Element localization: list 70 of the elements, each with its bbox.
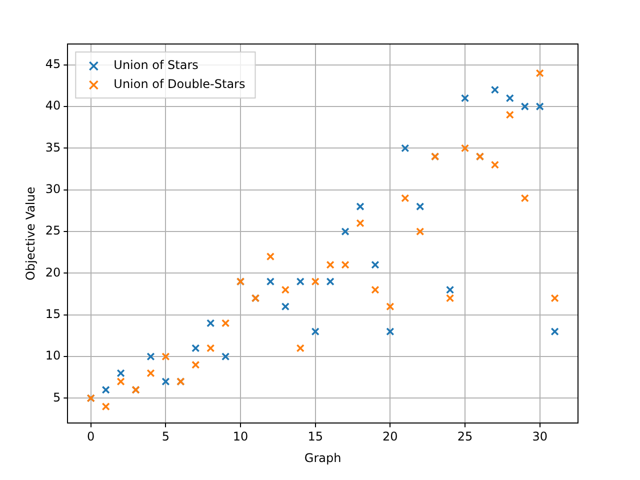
point [192,344,200,352]
point [356,219,364,228]
point [550,294,559,302]
x-tick-label: 30 [532,430,548,444]
point [446,286,454,294]
point [341,227,350,236]
point [460,94,470,102]
y-tick-label: 35 [45,140,61,154]
point [490,160,500,169]
point [416,202,424,211]
y-tick-label: 25 [45,224,61,238]
point [311,327,320,336]
legend-label: Union of Double-Stars [114,77,246,92]
point [266,252,275,261]
point [162,352,170,361]
point [206,344,215,352]
point [416,227,424,236]
y-tick-label: 10 [45,348,61,363]
point [311,277,320,286]
point [146,369,155,378]
point [102,402,110,411]
point [371,260,380,269]
point [192,360,200,369]
x-tick-label: 25 [457,430,473,444]
point [536,102,544,111]
y-tick-label: 40 [45,98,61,113]
point [550,327,559,336]
point [341,260,350,269]
point [116,369,125,378]
point [520,102,529,111]
y-tick-label: 30 [45,182,61,196]
y-axis-title: Objective Value [23,186,38,280]
point [102,386,110,394]
point [221,319,230,328]
point [536,69,544,78]
point [490,86,500,94]
x-axis-title: Graph [304,450,342,465]
point [116,377,125,386]
x-tick-label: 10 [232,430,248,444]
point [326,277,334,286]
point [401,194,410,202]
point [386,327,394,336]
y-tick-label: 45 [45,56,61,71]
point [146,352,155,361]
y-tick-label: 20 [45,265,61,280]
point [460,144,470,152]
point [296,344,304,352]
point [296,277,304,286]
point [506,94,514,102]
point [221,352,230,361]
x-tick-label: 15 [308,430,323,444]
point [520,194,529,202]
point [401,144,410,152]
point [386,302,394,311]
point [162,377,170,386]
point [356,202,364,211]
point [281,286,290,294]
x-tick-label: 5 [162,430,170,444]
point [266,277,275,286]
point [281,302,290,311]
point [371,286,380,294]
y-tick-label: 5 [53,390,61,404]
legend-label: Union of Stars [114,58,198,72]
point [506,110,514,119]
point [446,294,454,302]
point [326,260,334,269]
x-tick-label: 0 [87,430,95,444]
x-tick-label: 20 [382,430,398,444]
point [206,319,215,328]
y-tick-label: 15 [45,306,61,321]
